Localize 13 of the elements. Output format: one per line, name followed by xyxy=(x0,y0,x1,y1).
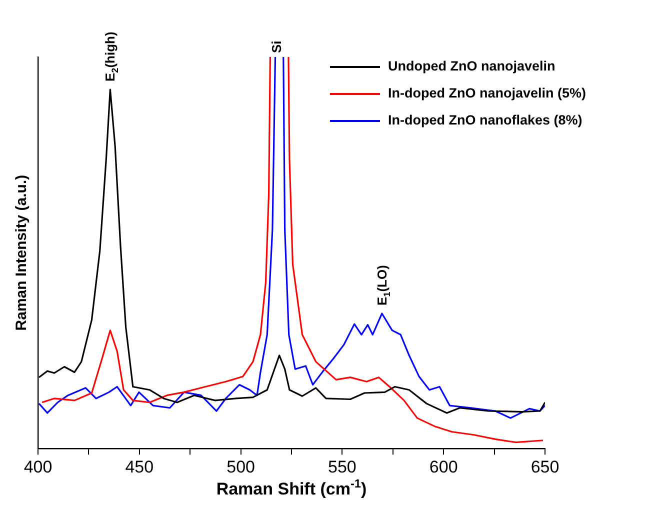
x-tick-label: 400 xyxy=(24,457,52,476)
x-tick-label: 650 xyxy=(530,457,560,476)
legend-label: Undoped ZnO nanojavelin xyxy=(388,58,556,74)
annotation: E1(LO) xyxy=(374,265,392,306)
y-axis-title: Raman Intensity (a.u.) xyxy=(13,174,30,331)
x-tick-label: 600 xyxy=(429,457,458,476)
annotation: Si xyxy=(268,40,284,53)
x-tick-label: 500 xyxy=(226,457,255,476)
x-tick-label: 450 xyxy=(125,457,154,476)
legend-label: In-doped ZnO nanoflakes (8%) xyxy=(388,112,582,128)
legend-label: In-doped ZnO nanojavelin (5%) xyxy=(388,86,586,101)
annotation: E2(high) xyxy=(102,32,120,82)
x-tick-label: 550 xyxy=(328,457,356,476)
